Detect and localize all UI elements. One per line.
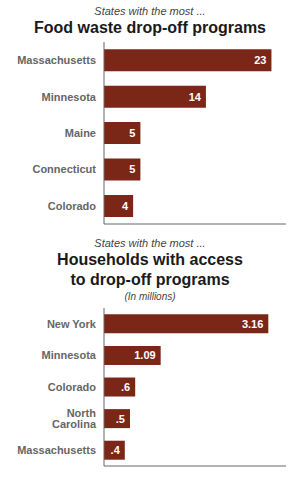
- svg-text:3.16: 3.16: [242, 318, 263, 330]
- svg-text:.5: .5: [116, 413, 125, 425]
- svg-text:Massachusetts: Massachusetts: [17, 54, 96, 66]
- svg-text:New York: New York: [47, 318, 97, 330]
- svg-text:Colorado: Colorado: [48, 200, 97, 212]
- html-text:to drop-off programs: to drop-off programs: [70, 271, 230, 288]
- html-text:States with the most ...: States with the most ...: [94, 5, 206, 17]
- svg-text:NorthCarolina: NorthCarolina: [52, 407, 97, 430]
- svg-text:Maine: Maine: [65, 127, 96, 139]
- svg-text:5: 5: [129, 127, 135, 139]
- svg-text:5: 5: [129, 163, 135, 175]
- svg-text:Minnesota: Minnesota: [42, 91, 97, 103]
- html-text:Households with access: Households with access: [57, 251, 243, 268]
- svg-text:Minnesota: Minnesota: [42, 349, 97, 361]
- svg-text:Colorado: Colorado: [48, 381, 97, 393]
- svg-text:14: 14: [189, 91, 202, 103]
- html-text:(In millions): (In millions): [124, 291, 176, 302]
- svg-text:23: 23: [254, 54, 266, 66]
- html-text:States with the most ...: States with the most ...: [94, 237, 206, 249]
- svg-text:4: 4: [122, 200, 129, 212]
- svg-text:.4: .4: [111, 444, 121, 456]
- svg-text:Massachusetts: Massachusetts: [17, 444, 96, 456]
- html-text:Food waste drop-off programs: Food waste drop-off programs: [34, 19, 266, 36]
- svg-text:1.09: 1.09: [134, 349, 155, 361]
- svg-text:Connecticut: Connecticut: [32, 163, 96, 175]
- svg-text:.6: .6: [121, 381, 130, 393]
